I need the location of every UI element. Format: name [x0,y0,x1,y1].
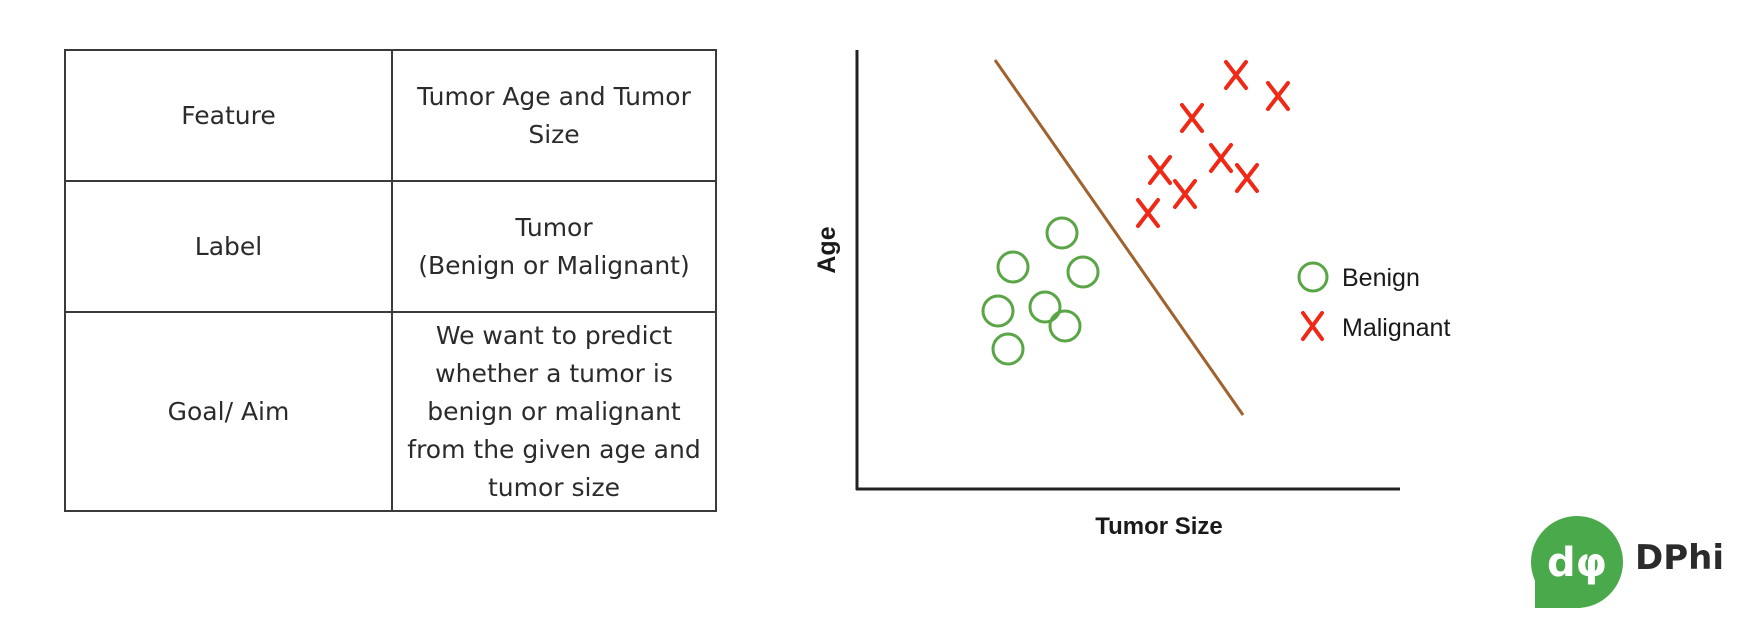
legend-malignant-marker [1301,311,1324,341]
malignant-point [1180,103,1204,133]
malignant-point [1148,155,1172,185]
goal-key: Goal/ Aim [167,396,290,426]
table-row: Goal/ Aim We want to predict whether a t… [64,311,717,512]
benign-point [981,294,1015,328]
value-line: Tumor Age and Tumor [417,81,691,111]
info-table: Feature Tumor Age and Tumor Size Label T… [64,49,717,512]
feature-key: Feature [181,100,276,130]
table-cell-key: Label [64,180,393,313]
logo-text: DPhi [1635,538,1725,578]
table-row: Label Tumor (Benign or Malignant) [64,180,717,313]
y-axis-label: Age [813,226,841,273]
legend-malignant-label: Malignant [1342,314,1450,342]
value-line: whether a tumor is [435,358,673,388]
table-cell-key: Goal/ Aim [64,311,393,512]
benign-points [981,216,1100,366]
value-line: Tumor [515,212,593,242]
malignant-point [1266,81,1290,111]
legend-benign-marker [1297,261,1329,293]
legend-benign-label: Benign [1342,264,1420,292]
malignant-point [1209,143,1233,173]
logo-tail [1535,562,1581,608]
malignant-points [1136,60,1290,228]
benign-point [996,250,1030,284]
table-cell-key: Feature [64,49,393,182]
logo-symbol: dφ [1547,540,1607,586]
decision-boundary [993,59,1245,416]
table-cell-value: Tumor (Benign or Malignant) [391,180,717,313]
table-cell-value: We want to predict whether a tumor is be… [391,311,717,512]
benign-point [1066,255,1100,289]
logo-badge: dφ [1531,516,1623,608]
benign-point [1028,290,1062,324]
table-cell-value: Tumor Age and Tumor Size [391,49,717,182]
benign-point [1048,309,1082,343]
benign-point [991,332,1025,366]
dphi-logo: dφ DPhi [1525,512,1725,612]
value-line: Size [528,119,580,149]
label-key: Label [194,231,263,261]
legend: Benign Malignant [1297,261,1450,342]
benign-point [1045,216,1079,250]
table-row: Feature Tumor Age and Tumor Size [64,49,717,182]
value-line: from the given age and [407,434,701,464]
value-line: tumor size [488,472,620,502]
malignant-point [1224,60,1248,90]
value-line: We want to predict [435,320,673,350]
x-axis-label: Tumor Size [1095,513,1223,540]
malignant-point [1173,179,1197,209]
malignant-point [1136,198,1160,228]
malignant-point [1235,163,1259,193]
value-line: (Benign or Malignant) [418,250,690,280]
value-line: benign or malignant [427,396,681,426]
